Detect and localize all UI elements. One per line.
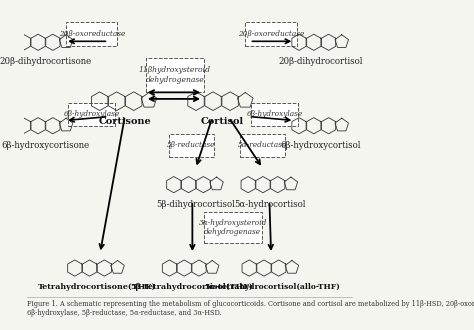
Text: Figure 1. A schematic representing the metabolism of glucocorticoids. Cortisone : Figure 1. A schematic representing the m… bbox=[27, 300, 474, 317]
FancyBboxPatch shape bbox=[169, 134, 214, 157]
Text: Tetrahydrocortisone(THE): Tetrahydrocortisone(THE) bbox=[37, 283, 156, 291]
FancyBboxPatch shape bbox=[251, 103, 298, 126]
FancyBboxPatch shape bbox=[66, 22, 118, 47]
Text: 6β-hydroxycortisone: 6β-hydroxycortisone bbox=[1, 141, 90, 150]
FancyBboxPatch shape bbox=[204, 212, 262, 243]
Text: Cortisol: Cortisol bbox=[201, 117, 244, 126]
Text: Cortisone: Cortisone bbox=[99, 117, 151, 126]
Text: 5β-tetrahydrocortisol(THF): 5β-tetrahydrocortisol(THF) bbox=[130, 283, 253, 291]
FancyBboxPatch shape bbox=[68, 103, 115, 126]
Text: 5β-reductase: 5β-reductase bbox=[167, 141, 216, 149]
Text: 20β-oxoreductase: 20β-oxoreductase bbox=[238, 30, 304, 38]
Text: 5β-dihydrocortisol: 5β-dihydrocortisol bbox=[156, 200, 235, 209]
FancyBboxPatch shape bbox=[240, 134, 285, 157]
Text: 5α-tetrahydrocortisol(allo-THF): 5α-tetrahydrocortisol(allo-THF) bbox=[204, 283, 340, 291]
Text: 6β-hydroxylase: 6β-hydroxylase bbox=[246, 110, 302, 118]
Text: 11βhydroxysteroid
dehydrogenase: 11βhydroxysteroid dehydrogenase bbox=[139, 66, 211, 83]
FancyBboxPatch shape bbox=[246, 22, 297, 47]
Text: 20β-oxoreductase: 20β-oxoreductase bbox=[59, 30, 125, 38]
Text: 3α-hydroxysteroid
dehydrogenase: 3α-hydroxysteroid dehydrogenase bbox=[199, 218, 267, 236]
Text: 6β-hydroxylase: 6β-hydroxylase bbox=[64, 110, 120, 118]
Text: 5α-reductase: 5α-reductase bbox=[238, 141, 287, 149]
Text: 6β-hydroxycortisol: 6β-hydroxycortisol bbox=[281, 141, 361, 150]
Text: 20β-dihydrocortisol: 20β-dihydrocortisol bbox=[279, 57, 363, 66]
FancyBboxPatch shape bbox=[146, 58, 204, 92]
Text: 5α-hydrocortisol: 5α-hydrocortisol bbox=[234, 200, 306, 209]
Text: 20β-dihydrocortisone: 20β-dihydrocortisone bbox=[0, 57, 91, 66]
